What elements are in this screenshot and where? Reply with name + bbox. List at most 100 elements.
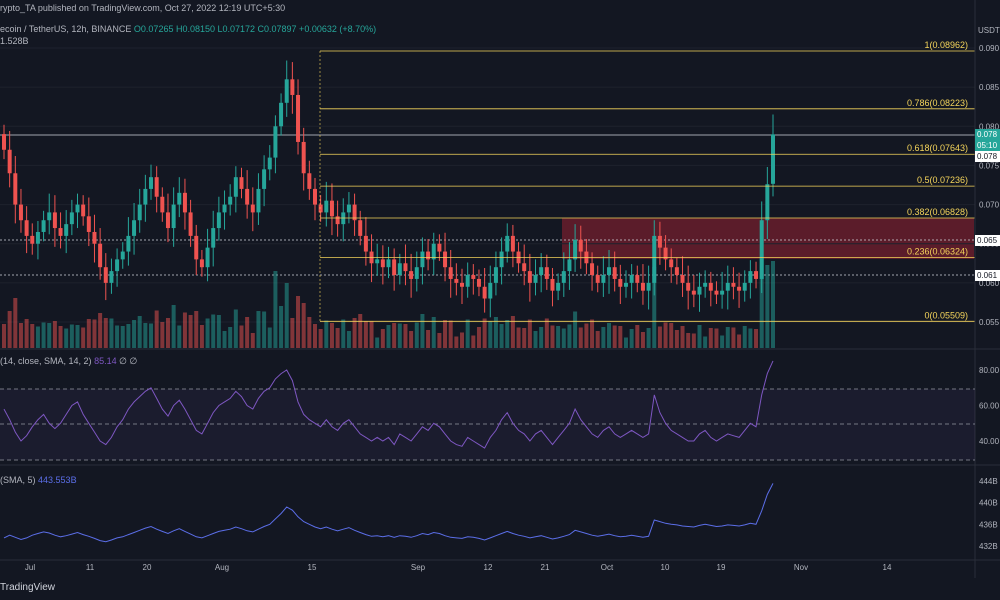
candle-body: [273, 126, 278, 158]
candle-body: [527, 271, 532, 283]
candle-body: [216, 212, 221, 229]
volume-bar: [595, 331, 600, 348]
obv-axis: 444B 440B 436B 432B: [979, 477, 998, 551]
candle-body: [103, 267, 108, 283]
volume-bar: [765, 265, 770, 348]
candle-body: [165, 212, 170, 229]
volume-bar: [414, 322, 419, 348]
candle-body: [199, 259, 204, 268]
candle-body: [2, 134, 6, 150]
volume-bar: [41, 322, 46, 348]
volume-bar: [92, 319, 97, 348]
symbol-name[interactable]: ecoin / TetherUS, 12h, BINANCE: [0, 24, 132, 34]
candle-body: [471, 275, 476, 279]
volume-bar: [612, 325, 617, 348]
candle-body: [205, 247, 210, 268]
volume-bar: [686, 333, 691, 348]
volume-bar: [493, 317, 498, 348]
volume-bar: [115, 325, 120, 348]
volume-bar: [663, 322, 668, 348]
rsi-params[interactable]: (14, close, SMA, 14, 2): [0, 356, 92, 366]
candle-body: [607, 267, 612, 276]
volume-bar: [312, 324, 317, 348]
volume-bar: [522, 328, 527, 348]
price-tag: 0.078: [975, 151, 1000, 162]
time-tick-label: 20: [143, 563, 152, 572]
volume-bar: [18, 323, 23, 348]
volume-bar: [120, 326, 125, 348]
volume-bar: [623, 337, 628, 348]
candle-body: [623, 282, 628, 287]
volume-bar: [426, 330, 431, 348]
volume-bar: [465, 319, 470, 348]
candle-body: [324, 200, 329, 213]
volume-bar: [703, 336, 708, 348]
candle-body: [188, 212, 193, 236]
volume-bar: [7, 311, 12, 348]
volume-bar: [471, 335, 476, 348]
volume-bar: [561, 328, 566, 348]
currency-label: USDT: [978, 26, 1000, 35]
volume-bar: [754, 329, 759, 348]
volume-bar: [290, 318, 295, 348]
volume-bar: [13, 298, 18, 348]
candle-body: [75, 204, 80, 213]
volume-bar: [409, 331, 414, 348]
volume-bar: [239, 325, 244, 348]
countdown-tag: 05:10: [975, 140, 1000, 151]
rsi-tick-label: 80.00: [979, 366, 1000, 375]
obv-legend: (SMA, 5) 443.553B: [0, 475, 77, 485]
candle-body: [109, 271, 114, 283]
volume-bar: [335, 328, 340, 348]
price-tick-label: 0.080: [979, 122, 1000, 131]
volume-bar: [652, 267, 657, 348]
time-tick-label: Aug: [215, 563, 229, 572]
obv-tick-label: 436B: [979, 520, 998, 529]
price-tick-label: 0.060: [979, 279, 1000, 288]
obv-params[interactable]: (SMA, 5): [0, 475, 36, 485]
volume-bar: [640, 332, 645, 348]
volume-bar: [460, 332, 465, 348]
candle-body: [154, 177, 159, 197]
volume-bar: [578, 327, 583, 348]
volume-bar: [160, 322, 165, 348]
volume-bar: [211, 314, 216, 348]
volume-bar: [454, 336, 459, 348]
candle-body: [47, 212, 52, 221]
candle-body: [397, 263, 402, 276]
candle-body: [669, 259, 674, 268]
volume-bar: [505, 320, 510, 348]
time-axis[interactable]: Jul 11 20 Aug 15 Sep 12 21 Oct 10 19 Nov 14: [25, 563, 892, 572]
candle-body: [573, 239, 578, 260]
volume-bar: [318, 329, 323, 348]
fib-retracement[interactable]: 1(0.08962) 0.786(0.08223) 0.618(0.07643) 0.…: [319, 40, 975, 322]
candle-body: [590, 263, 595, 276]
candle-body: [510, 235, 515, 252]
rsi-tick-label: 60.00: [979, 402, 1000, 411]
fib-level-label: 1(0.08962): [924, 40, 968, 50]
volume-bar: [154, 310, 159, 348]
candle-body: [329, 200, 334, 217]
tradingview-logo[interactable]: TradingView: [0, 582, 55, 593]
candle-body: [499, 251, 504, 268]
volume-bar: [363, 321, 368, 348]
volume-bar: [296, 296, 301, 348]
candle-body: [279, 102, 284, 127]
candle-body: [52, 212, 57, 229]
volume-bar: [680, 326, 685, 348]
candle-body: [680, 275, 685, 283]
candle-body: [69, 212, 74, 225]
volume-bar: [69, 324, 74, 348]
candle-body: [149, 177, 154, 189]
candle-body: [505, 235, 510, 252]
candle-body: [663, 247, 668, 260]
ohlc-values: O0.07265 H0.08150 L0.07172 C0.07897 +0.0…: [133, 24, 377, 34]
volume-bar: [646, 328, 651, 348]
candle-body: [657, 235, 662, 248]
volume-bar: [499, 324, 504, 348]
volume-bar: [58, 326, 63, 348]
candle-body: [720, 290, 725, 295]
volume-bar: [380, 329, 385, 348]
candle-body: [160, 196, 165, 213]
